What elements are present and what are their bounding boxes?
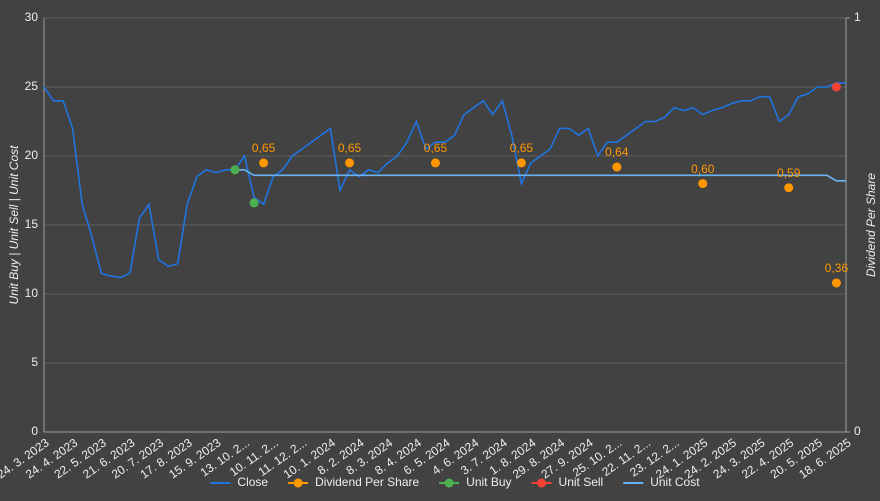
data-label: 0,65 xyxy=(252,141,276,155)
legend-label: Dividend Per Share xyxy=(315,475,419,489)
point xyxy=(516,158,526,168)
data-label: 0,59 xyxy=(777,166,801,180)
legend-marker xyxy=(293,478,303,488)
legend-label: Unit Buy xyxy=(466,475,511,489)
y2-tick-label: 1 xyxy=(854,10,861,24)
y-tick-label: 15 xyxy=(25,217,39,231)
y-axis-title: Unit Buy | Unit Sell | Unit Cost xyxy=(7,145,21,305)
data-label: 0,60 xyxy=(691,162,715,176)
legend-label: Unit Cost xyxy=(650,475,700,489)
legend-label: Unit Sell xyxy=(559,475,604,489)
y-tick-label: 25 xyxy=(25,79,39,93)
data-label: 0,65 xyxy=(338,141,362,155)
y2-tick-label: 0 xyxy=(854,424,861,438)
point xyxy=(230,165,240,175)
point xyxy=(831,82,841,92)
point xyxy=(612,162,622,172)
point xyxy=(259,158,269,168)
legend: Close Dividend Per Share Unit Buy Unit Sell… xyxy=(210,475,700,489)
point xyxy=(698,179,708,189)
y2-axis-title: Dividend Per Share xyxy=(864,173,878,277)
series-line xyxy=(235,169,846,182)
data-label: 0,65 xyxy=(424,141,448,155)
y-tick-label: 20 xyxy=(25,148,39,162)
data-label: 0,64 xyxy=(605,145,629,159)
point xyxy=(249,198,259,208)
series-line xyxy=(43,82,846,279)
y-tick-label: 0 xyxy=(31,424,38,438)
y-tick-label: 10 xyxy=(25,286,39,300)
data-label: 0,36 xyxy=(825,261,849,275)
data-label: 0,65 xyxy=(510,141,534,155)
legend-label: Close xyxy=(237,475,268,489)
y-tick-label: 5 xyxy=(31,355,38,369)
y-tick-label: 30 xyxy=(25,10,39,24)
point xyxy=(345,158,355,168)
point xyxy=(430,158,440,168)
legend-marker xyxy=(444,478,454,488)
legend-marker xyxy=(537,478,547,488)
point xyxy=(784,183,794,193)
point xyxy=(831,278,841,288)
